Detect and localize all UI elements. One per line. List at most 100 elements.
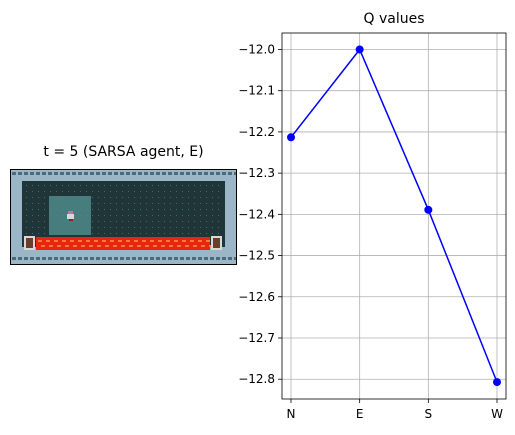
floor-dot [188, 221, 189, 222]
floor-dot [218, 197, 219, 198]
floor-dot [116, 209, 117, 210]
floor-dot [206, 227, 207, 228]
frame-brick [162, 172, 166, 175]
floor-dot [104, 209, 105, 210]
floor-dot [26, 185, 27, 186]
floor-dot [110, 203, 111, 204]
floor-dot [170, 191, 171, 192]
floor-dot [26, 191, 27, 192]
chart-title: Q values [363, 11, 424, 27]
floor-dot [188, 197, 189, 198]
frame-brick [114, 257, 118, 260]
floor-dot [116, 185, 117, 186]
frame-brick [156, 257, 160, 260]
floor-dot [92, 227, 93, 228]
frame-brick [42, 257, 46, 260]
frame-brick [114, 172, 118, 175]
floor-dot [32, 203, 33, 204]
floor-dot [122, 185, 123, 186]
data-points [287, 45, 501, 387]
floor-dot [212, 209, 213, 210]
lava-wave [201, 245, 205, 247]
floor-dot [116, 221, 117, 222]
floor-dot [194, 209, 195, 210]
frame-brick [18, 172, 22, 175]
floor-dot [212, 227, 213, 228]
floor-dot [194, 203, 195, 204]
floor-dot [146, 191, 147, 192]
floor-dot [182, 209, 183, 210]
floor-dot [74, 185, 75, 186]
floor-dot [206, 203, 207, 204]
floor-dot [110, 227, 111, 228]
floor-dot [80, 191, 81, 192]
lava-wave [86, 240, 90, 242]
floor-dot [32, 227, 33, 228]
floor-dot [44, 233, 45, 234]
frame-brick [24, 172, 28, 175]
floor-dot [206, 191, 207, 192]
lava-wave [206, 240, 210, 242]
floor-dot [182, 233, 183, 234]
frame-brick [36, 172, 40, 175]
floor-dot [212, 197, 213, 198]
lava-wave [57, 245, 61, 247]
lava-wave [81, 245, 85, 247]
x-tick-label: E [356, 407, 364, 421]
lava-wave [158, 240, 162, 242]
lava-wave [94, 240, 98, 242]
axes [278, 32, 507, 403]
floor-dot [86, 185, 87, 186]
floor-dot [218, 191, 219, 192]
floor-dot [92, 233, 93, 234]
floor-dot [212, 203, 213, 204]
floor-dot [104, 227, 105, 228]
floor-dot [158, 215, 159, 216]
floor-dot [32, 215, 33, 216]
frame-brick [234, 257, 237, 260]
frame-brick [84, 172, 88, 175]
lava-wave [62, 240, 66, 242]
frame-brick [186, 257, 190, 260]
floor-dot [44, 197, 45, 198]
frame-brick [162, 257, 166, 260]
floor-dot [32, 221, 33, 222]
frame-brick [66, 172, 70, 175]
lava-wave [102, 240, 106, 242]
agent-icon [67, 211, 74, 221]
lava-wave [65, 245, 69, 247]
floor-dot [122, 221, 123, 222]
frame-brick [216, 257, 220, 260]
lava-wave [121, 245, 125, 247]
frame-brick [222, 257, 226, 260]
floor-dot [152, 221, 153, 222]
data-point-W [493, 378, 501, 387]
frame-brick [12, 172, 16, 175]
floor-dot [200, 209, 201, 210]
floor-dot [170, 185, 171, 186]
frame-brick [120, 257, 124, 260]
frame-bricks-bottom [12, 257, 237, 260]
floor-dot [110, 233, 111, 234]
floor-dot [122, 227, 123, 228]
floor-dot [110, 209, 111, 210]
frame-brick [132, 172, 136, 175]
floor-dot [164, 215, 165, 216]
floor-dot [194, 233, 195, 234]
floor-dot [134, 227, 135, 228]
lava-wave [137, 245, 141, 247]
y-tick-label: −12.1 [238, 84, 275, 98]
floor-dot [212, 191, 213, 192]
floor-dot [146, 233, 147, 234]
floor-dot [104, 233, 105, 234]
floor-dot [92, 215, 93, 216]
frame-brick [48, 172, 52, 175]
floor-dot [212, 233, 213, 234]
frame-brick [204, 172, 208, 175]
lava-wave [126, 240, 130, 242]
floor-dot [80, 185, 81, 186]
floor-dot [98, 209, 99, 210]
floor-dot [38, 227, 39, 228]
floor-dot [134, 203, 135, 204]
